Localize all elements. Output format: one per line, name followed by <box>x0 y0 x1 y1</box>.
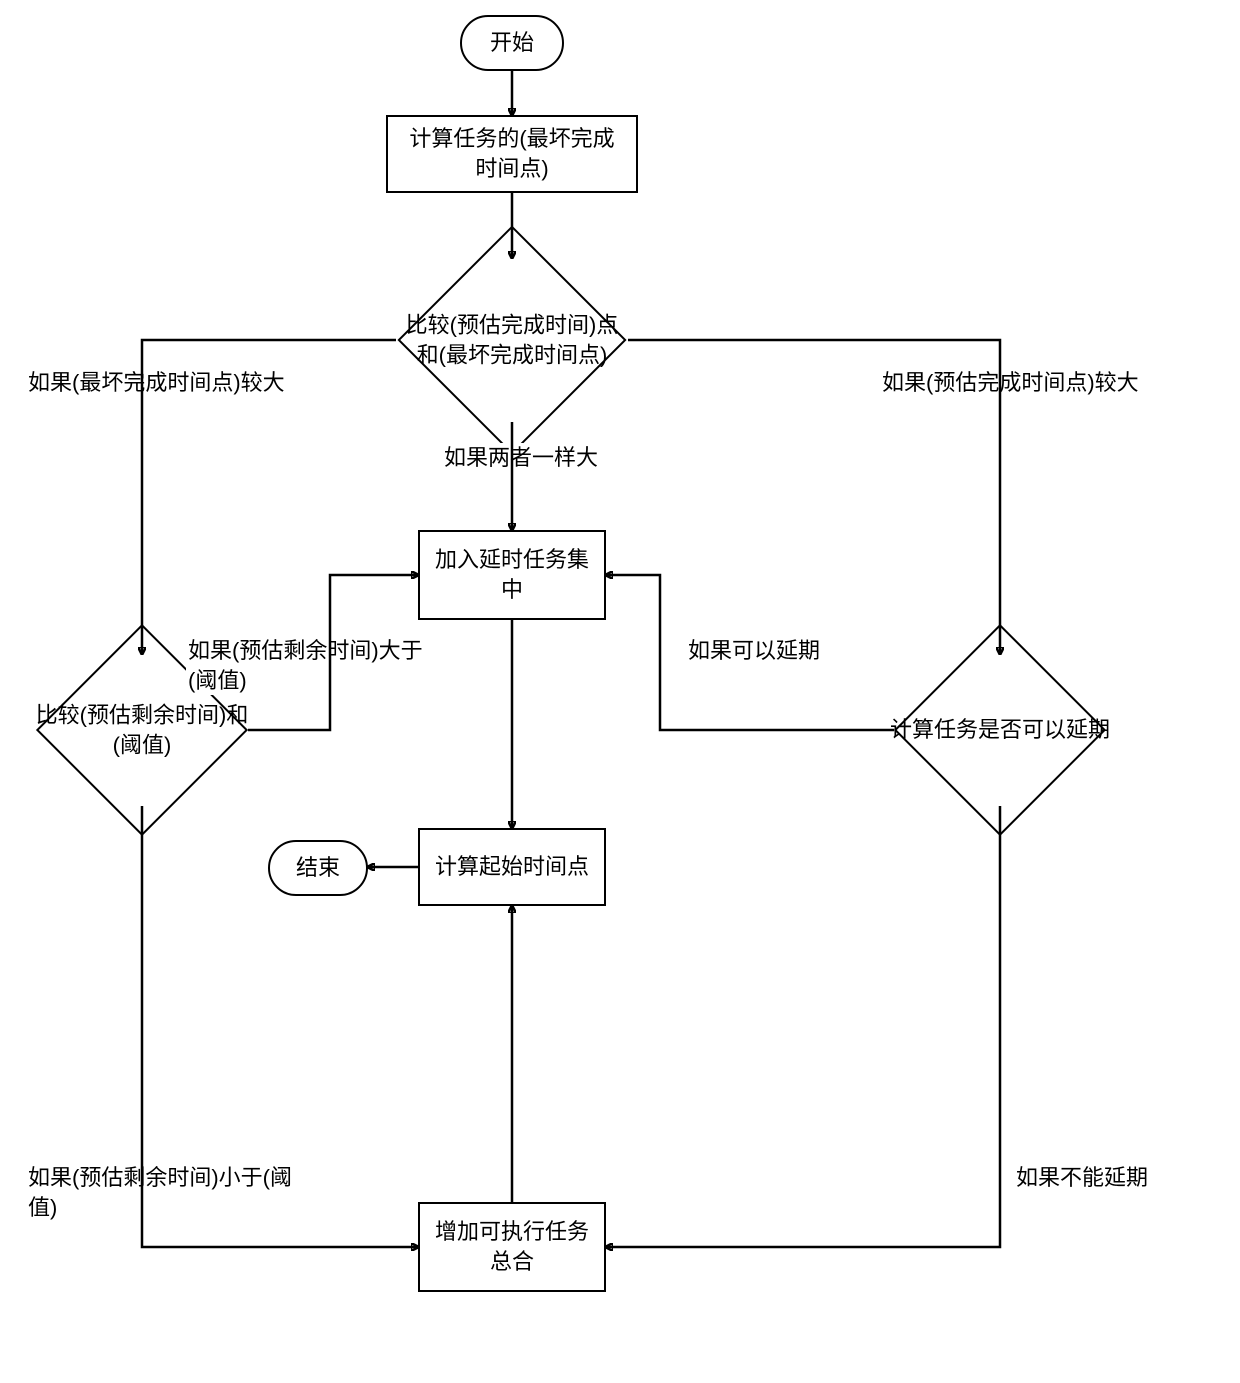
compare-decision: 比较(预估完成时间)点和(最坏完成时间点) <box>392 260 632 420</box>
edge-label-worst-greater: 如果(最坏完成时间点)较大 <box>26 368 287 398</box>
start-label: 开始 <box>490 28 534 58</box>
calc-worst-label: 计算任务的(最坏完成时间点) <box>400 124 624 183</box>
calc-worst-process: 计算任务的(最坏完成时间点) <box>386 115 638 193</box>
add-exec-label: 增加可执行任务总合 <box>432 1217 592 1276</box>
compare-label: 比较(预估完成时间)点和(最坏完成时间点) <box>392 310 632 369</box>
add-delay-process: 加入延时任务集中 <box>418 530 606 620</box>
edge-label-gt-threshold: 如果(预估剩余时间)大于(阈值) <box>186 636 446 695</box>
edge-label-est-greater: 如果(预估完成时间点)较大 <box>880 368 1141 398</box>
add-exec-process: 增加可执行任务总合 <box>418 1202 606 1292</box>
edge-label-cannot-delay: 如果不能延期 <box>1014 1163 1150 1193</box>
start-terminator: 开始 <box>460 15 564 71</box>
can-delay-label: 计算任务是否可以延期 <box>876 715 1124 745</box>
can-delay-decision: 计算任务是否可以延期 <box>876 640 1124 820</box>
edge-label-lt-threshold: 如果(预估剩余时间)小于(阈值) <box>26 1163 306 1222</box>
add-delay-label: 加入延时任务集中 <box>432 545 592 604</box>
end-label: 结束 <box>296 853 340 883</box>
calc-start-label: 计算起始时间点 <box>435 852 589 882</box>
edge-label-equal: 如果两者一样大 <box>442 443 600 473</box>
edge-label-can-delay: 如果可以延期 <box>686 636 822 666</box>
calc-start-process: 计算起始时间点 <box>418 828 606 906</box>
end-terminator: 结束 <box>268 840 368 896</box>
threshold-label: 比较(预估剩余时间)和(阈值) <box>18 700 266 759</box>
